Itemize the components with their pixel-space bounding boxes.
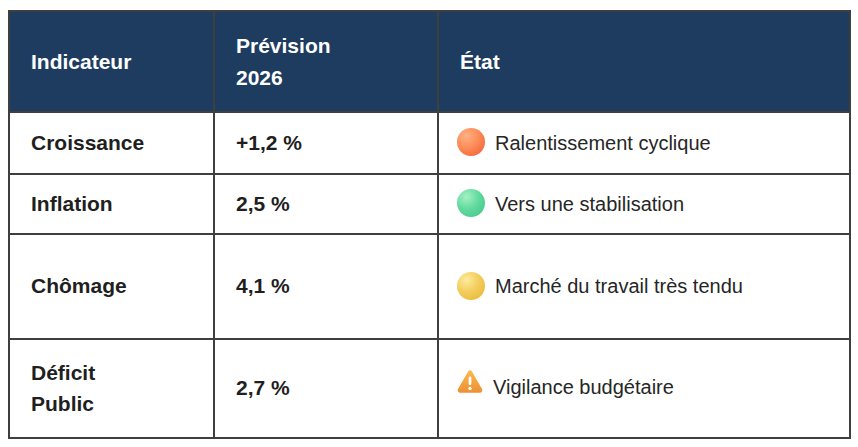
status-text: Ralentissement cyclique [495, 132, 711, 154]
forecast-cell: 4,1 % [214, 234, 438, 339]
forecast-value: 2,5 % [236, 192, 290, 215]
status-cell: Ralentissement cyclique [438, 112, 850, 174]
table-row: Croissance +1,2 % Ralentissement cycliqu… [9, 112, 850, 174]
status-cell: Vers une stabilisation [438, 174, 850, 234]
header-label: Indicateur [31, 50, 131, 73]
status-cell: Vigilance budgétaire [438, 339, 850, 438]
header-label: Prévision 2026 [236, 30, 354, 93]
indicator-label: Inflation [31, 192, 113, 215]
indicator-label: Croissance [31, 131, 144, 154]
indicator-cell: Inflation [9, 174, 214, 234]
status-text: Vers une stabilisation [495, 193, 684, 215]
forecast-value: +1,2 % [236, 131, 302, 154]
yellow-circle-icon [457, 272, 485, 300]
indicators-table: Indicateur Prévision 2026 État Croissanc… [8, 10, 851, 439]
indicator-cell: Croissance [9, 112, 214, 174]
header-label: État [460, 50, 500, 73]
status-text: Marché du travail très tendu [495, 275, 743, 297]
forecast-value: 4,1 % [236, 274, 290, 297]
green-circle-icon [457, 189, 485, 217]
status-text: Vigilance budgétaire [493, 376, 674, 398]
indicator-label: Déficit Public [31, 358, 126, 419]
forecast-cell: +1,2 % [214, 112, 438, 174]
forecast-cell: 2,7 % [214, 339, 438, 438]
page: Indicateur Prévision 2026 État Croissanc… [0, 0, 858, 447]
forecast-value: 2,7 % [236, 376, 290, 399]
header-cell-indicateur: Indicateur [9, 11, 214, 112]
status-cell: Marché du travail très tendu [438, 234, 850, 339]
table-row: Déficit Public 2,7 % [9, 339, 850, 438]
forecast-cell: 2,5 % [214, 174, 438, 234]
indicator-cell: Déficit Public [9, 339, 214, 438]
header-cell-prevision: Prévision 2026 [214, 11, 438, 112]
header-row: Indicateur Prévision 2026 État [9, 11, 850, 112]
indicator-cell: Chômage [9, 234, 214, 339]
red-circle-icon [457, 128, 485, 156]
warning-triangle-icon [455, 367, 485, 407]
table-row: Inflation 2,5 % Vers une stabilisation [9, 174, 850, 234]
header-cell-etat: État [438, 11, 850, 112]
table-row: Chômage 4,1 % Marché du travail très ten… [9, 234, 850, 339]
indicator-label: Chômage [31, 274, 127, 297]
